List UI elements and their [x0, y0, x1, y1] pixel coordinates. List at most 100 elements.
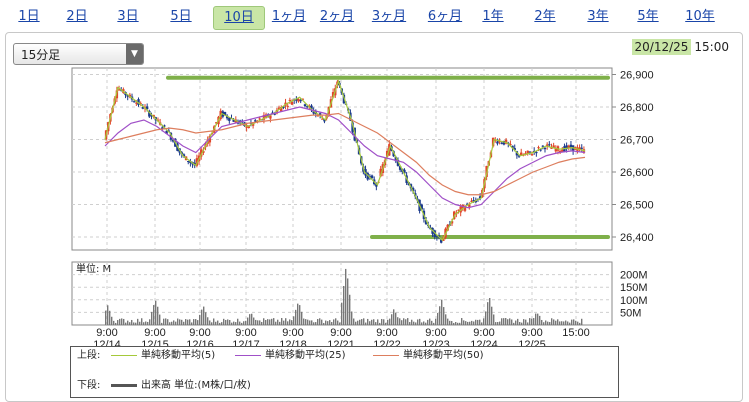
candle-body: [468, 204, 471, 207]
volume-bar: [331, 322, 333, 325]
candle-body: [182, 154, 186, 157]
volume-bar: [499, 321, 501, 325]
volume-bar: [257, 320, 259, 325]
volume-bar: [393, 309, 395, 325]
tab-9[interactable]: 1年: [482, 9, 504, 24]
tab-1[interactable]: 2日: [66, 9, 88, 24]
price-tick-label: 26,600: [620, 167, 654, 179]
volume-bar: [279, 321, 281, 325]
volume-bar: [363, 318, 365, 325]
tab-5[interactable]: 1ヶ月: [271, 9, 307, 24]
candle-body: [288, 99, 292, 101]
volume-bar: [485, 311, 487, 325]
ma25-line: [104, 106, 586, 209]
tab-12[interactable]: 5年: [637, 9, 659, 24]
tab-6[interactable]: 2ヶ月: [319, 9, 355, 24]
tab-7[interactable]: 3ヶ月: [371, 9, 407, 24]
candle-body: [126, 94, 129, 97]
volume-bar: [579, 322, 581, 325]
volume-bar: [327, 321, 329, 325]
candle-body: [435, 236, 439, 238]
volume-bar: [255, 319, 257, 325]
volume-tick-label: 150M: [620, 282, 648, 294]
candle-body: [472, 200, 475, 202]
volume-bar: [349, 294, 351, 325]
volume-bar: [199, 314, 201, 325]
volume-bar: [359, 319, 361, 325]
candle-body: [535, 151, 538, 154]
chevron-down-icon[interactable]: ▼: [126, 44, 143, 64]
volume-bar: [169, 322, 171, 325]
volume-bar: [319, 318, 321, 325]
volume-bar: [131, 319, 133, 325]
candle-body: [137, 99, 140, 105]
volume-bar: [459, 322, 461, 325]
x-tick-time: 9:00: [282, 327, 303, 339]
candle-body: [247, 126, 250, 128]
volume-bar: [117, 320, 119, 325]
candle-body: [394, 156, 398, 162]
x-tick-time: 9:00: [376, 327, 397, 339]
volume-bar: [139, 321, 141, 325]
volume-bar: [411, 319, 413, 325]
volume-bar: [175, 321, 177, 325]
candle-body: [375, 183, 378, 187]
volume-bar: [571, 319, 573, 325]
candle-body: [171, 139, 175, 142]
volume-bar: [367, 318, 369, 325]
volume-bar: [151, 311, 153, 325]
volume-bar: [275, 321, 277, 325]
legend-ma25-swatch: [235, 354, 261, 356]
volume-bar: [401, 320, 403, 325]
legend-ma25: 単純移動平均(25): [235, 349, 346, 363]
volume-bar: [441, 299, 443, 325]
candle-body: [370, 175, 374, 179]
x-tick-time: 9:00: [235, 327, 256, 339]
tab-3[interactable]: 5日: [170, 9, 192, 24]
tab-0[interactable]: 1日: [18, 9, 40, 24]
volume-bar: [387, 319, 389, 325]
volume-bar: [545, 320, 547, 325]
tab-2[interactable]: 3日: [117, 9, 139, 24]
candle-body: [115, 90, 119, 99]
volume-bar: [395, 312, 397, 325]
candle-body: [269, 115, 272, 119]
volume-bar: [231, 322, 233, 325]
volume-bar: [197, 320, 199, 325]
volume-bar: [133, 322, 135, 325]
tab-13[interactable]: 10年: [685, 9, 715, 24]
candle-body: [223, 112, 227, 116]
volume-bar: [557, 319, 559, 325]
volume-bar: [213, 318, 215, 325]
volume-bar: [493, 314, 495, 325]
x-tick-time: 9:00: [521, 327, 542, 339]
tab-10[interactable]: 2年: [534, 9, 556, 24]
volume-bar: [445, 314, 447, 325]
volume-bar: [351, 311, 353, 325]
volume-bar: [119, 318, 121, 325]
volume-bar: [223, 318, 225, 325]
volume-bar: [495, 322, 497, 325]
volume-bar: [249, 314, 251, 325]
volume-bar: [475, 319, 477, 325]
interval-select[interactable]: 15分足 ▼: [13, 43, 144, 65]
volume-bar: [289, 319, 291, 325]
volume-bar: [345, 268, 347, 325]
candle-body: [165, 130, 168, 134]
candle-body: [145, 106, 149, 109]
volume-bar: [105, 310, 107, 325]
candle-body: [403, 169, 406, 174]
candle-body: [500, 142, 503, 144]
volume-bar: [357, 320, 359, 325]
volume-bar: [335, 318, 337, 325]
volume-bar: [137, 318, 139, 325]
candle-body: [200, 149, 203, 157]
volume-unit-label: 単位: M: [76, 262, 111, 275]
tab-4[interactable]: 10日: [213, 6, 265, 30]
volume-bar: [187, 319, 189, 325]
volume-bar: [533, 318, 535, 325]
tab-8[interactable]: 6ヶ月: [427, 9, 463, 24]
volume-bar: [551, 318, 553, 325]
volume-bar: [115, 322, 117, 325]
tab-11[interactable]: 3年: [587, 9, 609, 24]
